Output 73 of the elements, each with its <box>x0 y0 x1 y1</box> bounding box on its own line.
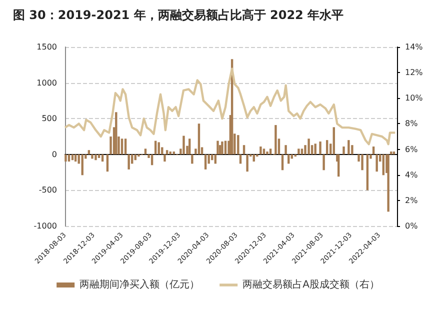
bar <box>366 154 369 190</box>
line-series <box>64 68 396 146</box>
y2-tick-label: 8% <box>405 119 418 128</box>
y-tick-label: 1500 <box>36 42 57 52</box>
bar <box>91 154 94 159</box>
bar <box>128 154 130 170</box>
bar <box>221 142 224 154</box>
y-tick-label: 1000 <box>36 78 57 88</box>
bar <box>154 140 157 154</box>
y2-tick-label: 14% <box>405 42 424 52</box>
bar <box>322 154 325 170</box>
bar <box>115 112 118 154</box>
bar <box>158 142 160 154</box>
bar <box>319 142 322 154</box>
y-tick-label: 500 <box>42 114 57 124</box>
bar <box>224 140 227 154</box>
bar <box>269 148 272 154</box>
y2-tick-label: 4% <box>405 170 418 180</box>
bar <box>372 146 375 154</box>
bar <box>169 152 172 154</box>
bar <box>81 154 84 176</box>
bar <box>106 154 109 172</box>
bar <box>300 148 304 154</box>
legend-label: 两融期间净买入额（亿元） <box>80 278 200 290</box>
bar <box>166 150 168 154</box>
bar <box>144 148 147 154</box>
bar <box>326 140 328 154</box>
bar <box>198 124 200 154</box>
bar <box>376 154 378 172</box>
bar <box>164 154 166 162</box>
bar <box>262 148 266 154</box>
bar <box>88 150 90 154</box>
bar <box>172 152 175 154</box>
bar <box>382 154 384 176</box>
bar <box>191 154 194 164</box>
bar <box>348 140 350 154</box>
y2-tick-label: 0% <box>405 222 418 230</box>
bar <box>337 154 340 177</box>
bar <box>266 152 268 154</box>
bar <box>204 154 207 170</box>
bar <box>138 154 140 157</box>
bar <box>124 138 127 154</box>
y2-tick-label: 12% <box>405 68 424 78</box>
bar <box>387 154 390 212</box>
bar <box>390 152 392 154</box>
y2-tick-label: 6% <box>405 144 418 154</box>
y-tick-label: -500 <box>38 186 57 195</box>
bar <box>314 144 316 154</box>
bar <box>284 145 287 154</box>
bar <box>308 138 310 154</box>
bar <box>94 154 97 160</box>
bar <box>216 140 219 154</box>
y-tick-label: -1000 <box>34 222 57 230</box>
bar <box>188 138 191 154</box>
bar <box>260 146 262 154</box>
bar <box>182 136 185 154</box>
y-tick-label: 0 <box>52 150 57 159</box>
y2-tick-label: 10% <box>405 94 424 103</box>
bar <box>218 145 222 154</box>
bar <box>64 154 67 162</box>
bar <box>246 154 248 172</box>
legend-label: 两融交易额占A股成交额（右） <box>242 278 380 290</box>
bar <box>392 152 396 154</box>
bar <box>237 135 240 154</box>
chart-title: 图 30：2019-2021 年，两融交易额占比高于 2022 年水平 <box>13 8 344 22</box>
bar <box>342 146 345 154</box>
bar <box>298 148 300 154</box>
bar <box>242 145 246 154</box>
y2-tick-label: 2% <box>405 196 418 205</box>
bar <box>120 138 124 154</box>
bar <box>361 154 364 170</box>
bar <box>274 125 277 154</box>
bar <box>332 127 335 154</box>
